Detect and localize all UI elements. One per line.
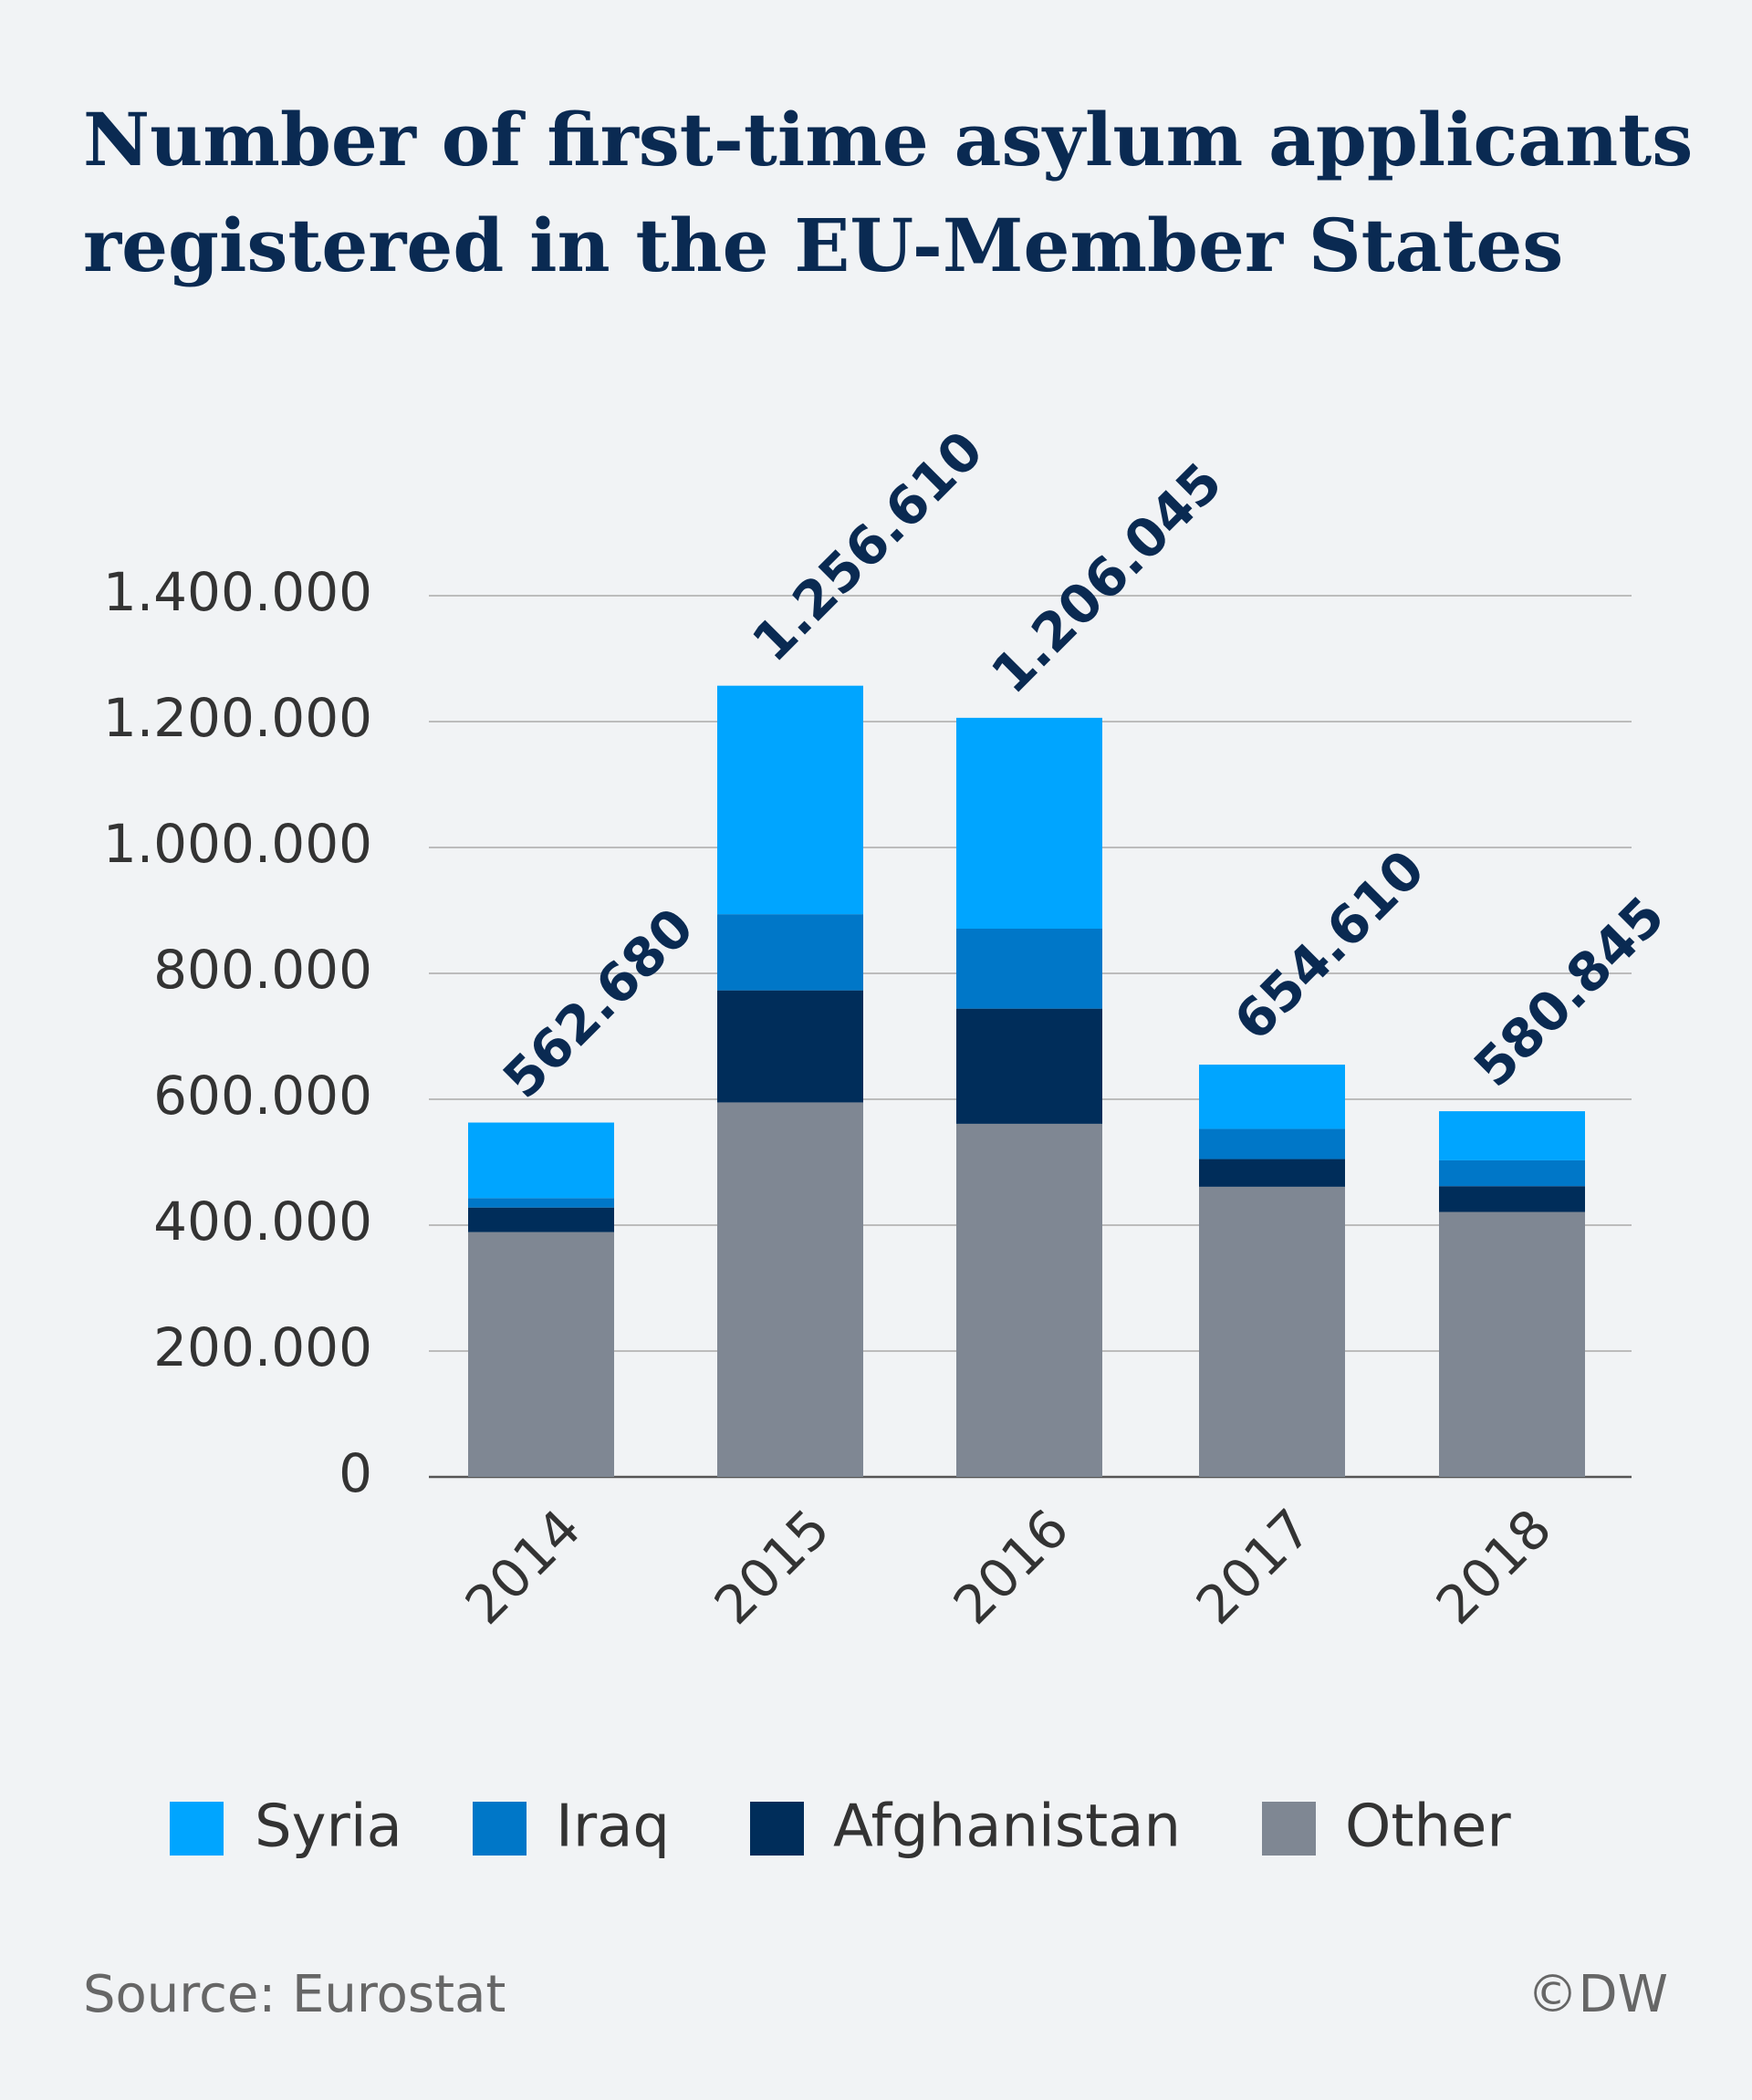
bar-segment [1439, 1111, 1585, 1160]
x-tick-label: 2018 [1424, 1497, 1563, 1636]
y-tick-label: 1.000.000 [103, 813, 372, 875]
bar-segment [1199, 1128, 1345, 1159]
bar-segment [717, 685, 863, 915]
total-label: 580.845 [1462, 885, 1676, 1099]
x-tick-label: 2017 [1184, 1497, 1323, 1636]
bar-segment [717, 914, 863, 991]
bar-segment [717, 990, 863, 1103]
legend-swatch [1262, 1802, 1316, 1856]
credit: ©DW [1528, 1965, 1669, 2024]
legend-label: Iraq [556, 1793, 670, 1861]
bar-segment [1439, 1186, 1585, 1212]
legend-label: Syria [255, 1793, 402, 1861]
x-tick-label: 2014 [454, 1497, 592, 1636]
legend-label: Afghanistan [833, 1793, 1181, 1861]
total-label: 654.610 [1222, 838, 1436, 1053]
bar-segment [1439, 1159, 1585, 1187]
y-tick-label: 400.000 [153, 1190, 372, 1253]
chart-title: Number of first-time asylum applicants r… [83, 97, 1694, 288]
y-tick-label: 600.000 [153, 1065, 372, 1127]
total-label: 562.680 [491, 896, 705, 1110]
total-label: 1.206.045 [979, 451, 1234, 705]
x-tick-label: 2016 [942, 1497, 1080, 1636]
legend-swatch [170, 1802, 224, 1856]
y-tick-label: 200.000 [153, 1316, 372, 1378]
legend-label: Other [1345, 1793, 1511, 1861]
x-tick-label: 2015 [703, 1497, 841, 1636]
source: Source: Eurostat [83, 1965, 506, 2024]
bar-segment [468, 1198, 614, 1208]
bar-segment [1199, 1186, 1345, 1477]
bar-segment [468, 1207, 614, 1232]
bar-segment [468, 1122, 614, 1199]
y-tick-label: 0 [339, 1442, 372, 1504]
bar-segment [956, 929, 1102, 1009]
bar-segment [956, 1123, 1102, 1477]
legend-swatch [473, 1802, 527, 1856]
bar-segment [956, 1008, 1102, 1124]
bar-segment [717, 1102, 863, 1477]
bar-segment [1199, 1159, 1345, 1187]
y-tick-label: 1.200.000 [103, 687, 372, 749]
y-tick-label: 800.000 [153, 939, 372, 1001]
y-tick-label: 1.400.000 [103, 561, 372, 623]
bar-segment [468, 1232, 614, 1477]
total-label: 1.256.610 [740, 419, 995, 673]
bar-segment [956, 717, 1102, 930]
bar-segment [1199, 1065, 1345, 1129]
legend-swatch [750, 1802, 804, 1856]
bar-segment [1439, 1211, 1585, 1477]
